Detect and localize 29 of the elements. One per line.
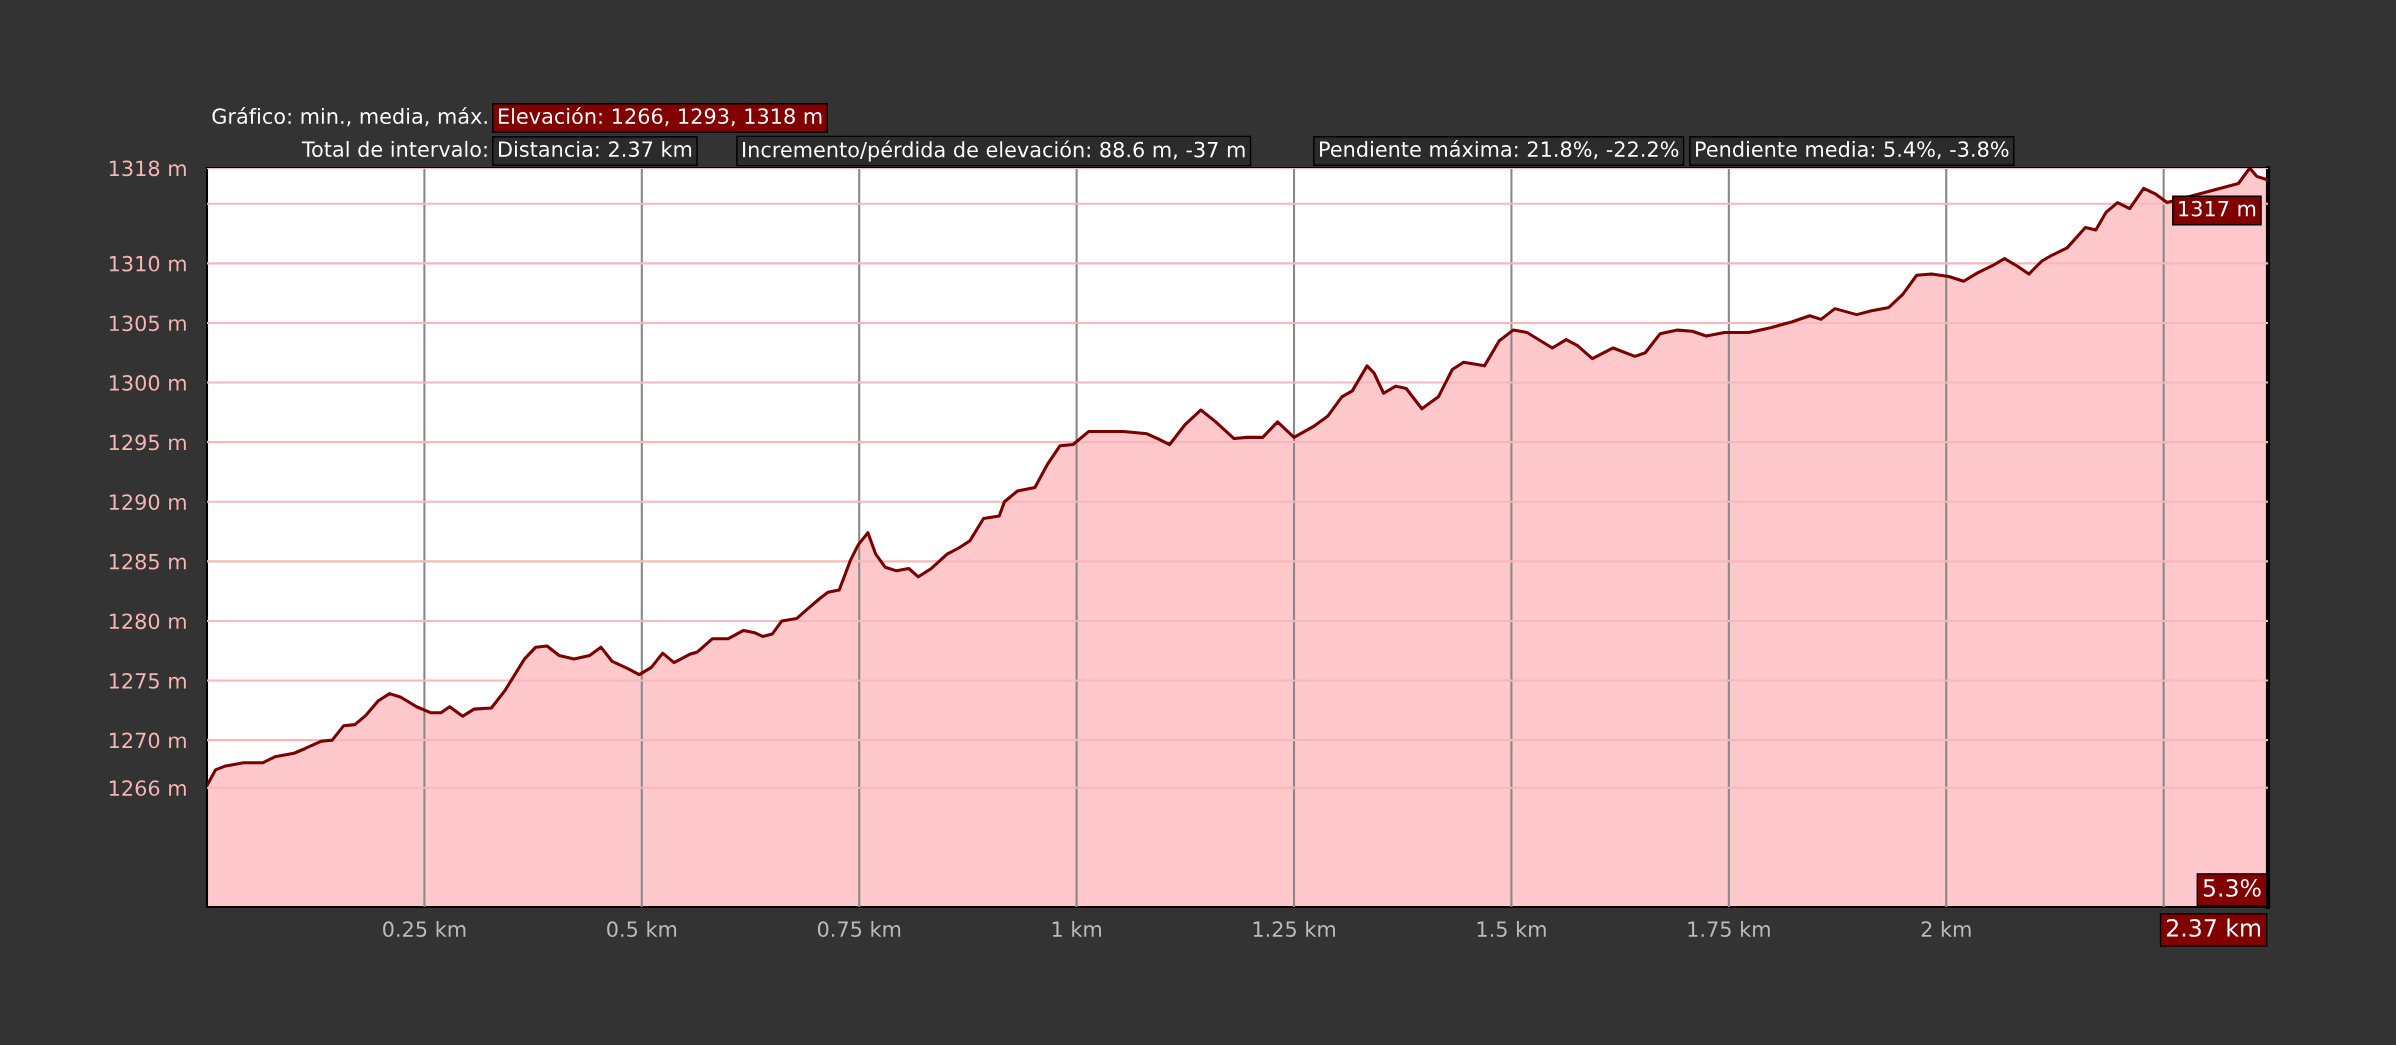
- x-tick-label: 0.5 km: [607, 920, 677, 938]
- y-tick-label: 1295 m: [109, 434, 186, 451]
- y-tick-label: 1270 m: [109, 732, 186, 749]
- text: Pendiente máxima: 21.8%, -22.2%: [1320, 140, 1679, 160]
- y-tick-label: 1275 m: [109, 672, 186, 689]
- annotation: 1317 m: [2179, 200, 2256, 217]
- y-tick-label: 1280 m: [109, 613, 186, 630]
- y-tick-label: 1266 m: [109, 780, 186, 797]
- chart-title: Gráfico: min., media, máx.: [212, 107, 487, 127]
- chart-subtitle: Total de intervalo:: [301, 140, 487, 158]
- y-tick-label: 1285 m: [109, 553, 186, 570]
- x-tick-label: 0.75 km: [817, 920, 901, 938]
- text: Pendiente media: 5.4%, -3.8%: [1696, 140, 2009, 160]
- text: Incremento/pérdida de elevación: 88.6 m, -37 m: [743, 140, 1245, 162]
- x-tick-label: 1.75 km: [1688, 920, 1770, 938]
- x-tick-label: 1.5 km: [1477, 920, 1546, 938]
- y-tick-label: 1290 m: [109, 494, 186, 510]
- x-tick-label: 0.25 km: [383, 920, 466, 938]
- y-tick-label: 1305 m: [109, 315, 186, 332]
- text: Elevación: 1266, 1293, 1318 m: [499, 107, 822, 127]
- y-tick-label: 1310 m: [109, 255, 186, 272]
- y-tick-label: 1300 m: [109, 375, 186, 391]
- text: Distancia: 2.37 km: [499, 140, 692, 158]
- text: 2.37 km: [2166, 918, 2260, 937]
- x-tick-label: 1.25 km: [1253, 920, 1335, 938]
- y-tick-label: 1318 m: [109, 160, 186, 177]
- x-tick-label: 1 km: [1052, 920, 1101, 937]
- x-tick-label: 2 km: [1921, 920, 1971, 937]
- annotation: 5.3%: [2203, 878, 2261, 897]
